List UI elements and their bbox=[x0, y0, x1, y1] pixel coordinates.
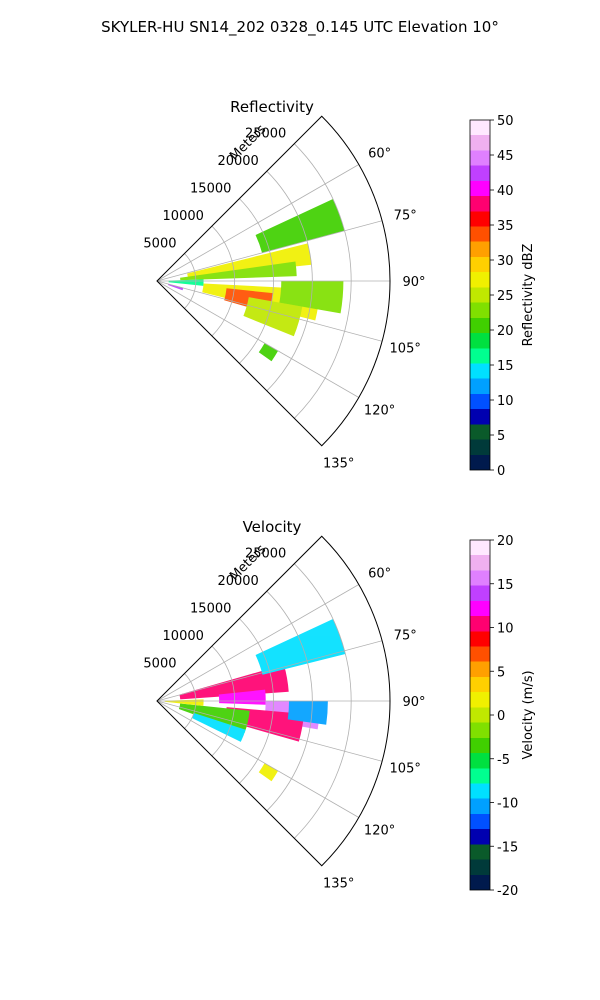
colorbar-ramp bbox=[469, 119, 491, 471]
colorbar-tick-label: -15 bbox=[497, 840, 518, 855]
radial-tick-label: 15000 bbox=[190, 602, 231, 617]
reflectivity-panel: Reflectivity500010000150002000025000Mete… bbox=[143, 98, 536, 479]
colorbar-tick-label: 0 bbox=[497, 464, 505, 479]
radial-tick-label: 20000 bbox=[217, 154, 258, 169]
radial-tick-label: 25000 bbox=[245, 127, 286, 142]
colorbar-tick-label: 0 bbox=[497, 709, 505, 724]
colorbar-label: Velocity (m/s) bbox=[521, 670, 536, 759]
angle-tick-label: 90° bbox=[402, 695, 425, 710]
colorbar-tick-label: 25 bbox=[497, 289, 514, 304]
echo-region bbox=[258, 763, 279, 782]
colorbar-tick-label: 30 bbox=[497, 254, 514, 269]
angle-tick-label: 75° bbox=[394, 629, 417, 644]
angle-tick-label: 135° bbox=[323, 877, 354, 892]
echo-region bbox=[255, 198, 345, 253]
colorbar: -20 -15 -10 -5 0 5 10 15 20 Velocity (m/s) bbox=[469, 534, 536, 899]
azimuth-spoke bbox=[156, 220, 383, 282]
azimuth-spoke bbox=[156, 280, 383, 342]
colorbar-tick-label: 15 bbox=[497, 578, 514, 593]
colorbar-tick-label: 5 bbox=[497, 665, 505, 680]
angle-tick-label: 105° bbox=[390, 762, 421, 777]
panel-title: Reflectivity bbox=[230, 98, 314, 116]
radial-tick-label: 5000 bbox=[143, 657, 176, 672]
angle-tick-label: 90° bbox=[402, 275, 425, 290]
radial-tick-label: 10000 bbox=[163, 629, 204, 644]
radial-tick-label: 20000 bbox=[217, 574, 258, 589]
colorbar: 0 5 10 15 20 25 30 35 40 45 50 Reflectivity dBZ bbox=[469, 114, 536, 479]
echo-region bbox=[287, 701, 328, 725]
echo-region bbox=[180, 261, 297, 281]
colorbar-tick-label: -20 bbox=[497, 884, 518, 899]
colorbar-tick-label: 10 bbox=[497, 622, 514, 637]
echo-region bbox=[167, 283, 184, 291]
colorbar-label: Reflectivity dBZ bbox=[521, 244, 536, 347]
colorbar-tick-label: 40 bbox=[497, 184, 514, 199]
azimuth-spoke bbox=[156, 640, 383, 702]
azimuth-spoke bbox=[156, 700, 359, 818]
angle-tick-label: 75° bbox=[394, 209, 417, 224]
echo-region bbox=[168, 279, 204, 286]
angle-tick-label: 120° bbox=[364, 824, 395, 839]
figure-title: SKYLER-HU SN14_202 0328_0.145 UTC Elevat… bbox=[101, 18, 499, 37]
azimuth-spoke bbox=[156, 280, 359, 398]
colorbar-tick-label: 50 bbox=[497, 114, 514, 129]
angle-tick-label: 120° bbox=[364, 404, 395, 419]
colorbar-tick-label: 10 bbox=[497, 394, 514, 409]
azimuth-spoke bbox=[156, 164, 359, 282]
colorbar-ramp bbox=[469, 539, 491, 891]
echo-region bbox=[187, 243, 312, 278]
echo-region bbox=[243, 297, 303, 337]
colorbar-tick-label: 20 bbox=[497, 534, 514, 549]
radial-tick-label: 10000 bbox=[163, 209, 204, 224]
echo-region bbox=[191, 713, 246, 742]
panel-title: Velocity bbox=[243, 518, 302, 536]
sector-frame bbox=[156, 535, 391, 867]
sector-frame bbox=[156, 115, 391, 447]
colorbar-tick-label: 15 bbox=[497, 359, 514, 374]
echo-region bbox=[255, 618, 346, 675]
radial-tick-label: 25000 bbox=[245, 547, 286, 562]
radial-tick-label: 5000 bbox=[143, 237, 176, 252]
azimuth-spoke bbox=[156, 584, 359, 702]
angle-tick-label: 60° bbox=[368, 147, 391, 162]
colorbar-tick-label: 35 bbox=[497, 219, 514, 234]
angle-tick-label: 135° bbox=[323, 457, 354, 472]
radial-tick-label: 15000 bbox=[190, 182, 231, 197]
colorbar-tick-label: -10 bbox=[497, 797, 518, 812]
echo-region bbox=[258, 343, 279, 362]
colorbar-tick-label: 20 bbox=[497, 324, 514, 339]
angle-tick-label: 105° bbox=[390, 342, 421, 357]
colorbar-tick-label: 45 bbox=[497, 149, 514, 164]
colorbar-tick-label: 5 bbox=[497, 429, 505, 444]
azimuth-spoke bbox=[156, 700, 383, 762]
angle-tick-label: 60° bbox=[368, 567, 391, 582]
colorbar-tick-label: -5 bbox=[497, 753, 510, 768]
